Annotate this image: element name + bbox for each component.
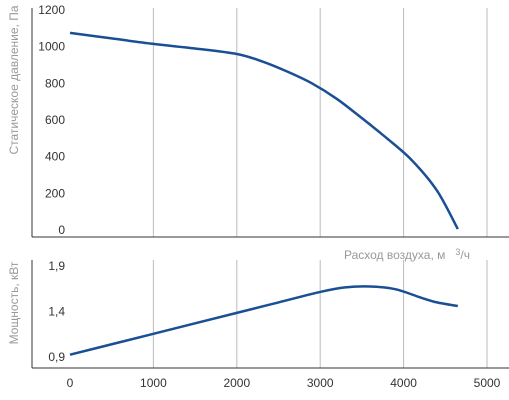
power-tick-labels: 1,9 1,4 0,9 xyxy=(48,259,65,364)
power-tick-label: 1,4 xyxy=(48,305,65,319)
airflow-axis-title-text: Расход воздуха, м xyxy=(344,248,445,262)
airflow-tick-labels: 0 1000 2000 3000 4000 5000 xyxy=(67,376,501,390)
pressure-tick-label: 0 xyxy=(58,223,65,237)
power-tick-label: 0,9 xyxy=(48,350,65,364)
pressure-tick-label: 800 xyxy=(45,76,65,90)
airflow-axis-title-tail: /ч xyxy=(460,248,470,262)
airflow-axis-title: Расход воздуха, м 3/ч xyxy=(344,247,470,262)
power-panel: 1,9 1,4 0,9 Мощность, кВт xyxy=(7,259,509,369)
airflow-axis-title-superscript: 3 xyxy=(455,247,460,257)
pressure-tick-label: 1200 xyxy=(38,3,65,17)
power-axes xyxy=(31,260,509,369)
airflow-tick-label: 0 xyxy=(67,376,74,390)
power-grid xyxy=(152,260,488,368)
pressure-axis-title: Статическое давление, Па xyxy=(7,5,21,154)
pressure-tick-label: 400 xyxy=(45,150,65,164)
airflow-tick-label: 1000 xyxy=(140,376,167,390)
power-tick-label: 1,9 xyxy=(48,259,65,273)
pressure-tick-label: 1000 xyxy=(38,40,65,54)
pressure-tick-label: 200 xyxy=(45,186,65,200)
airflow-tick-label: 2000 xyxy=(223,376,250,390)
pressure-curve xyxy=(69,31,459,230)
power-curve xyxy=(69,285,459,356)
pressure-grid xyxy=(152,8,488,237)
power-axis-title: Мощность, кВт xyxy=(7,261,21,344)
pressure-tick-label: 600 xyxy=(45,113,65,127)
airflow-tick-label: 3000 xyxy=(307,376,334,390)
airflow-tick-label: 5000 xyxy=(474,376,501,390)
pressure-panel: 1200 1000 800 600 400 200 0 Статическое давлен… xyxy=(7,3,509,262)
pressure-tick-labels: 1200 1000 800 600 400 200 0 xyxy=(38,3,65,237)
pressure-axes xyxy=(31,8,509,238)
airflow-tick-label: 4000 xyxy=(390,376,417,390)
